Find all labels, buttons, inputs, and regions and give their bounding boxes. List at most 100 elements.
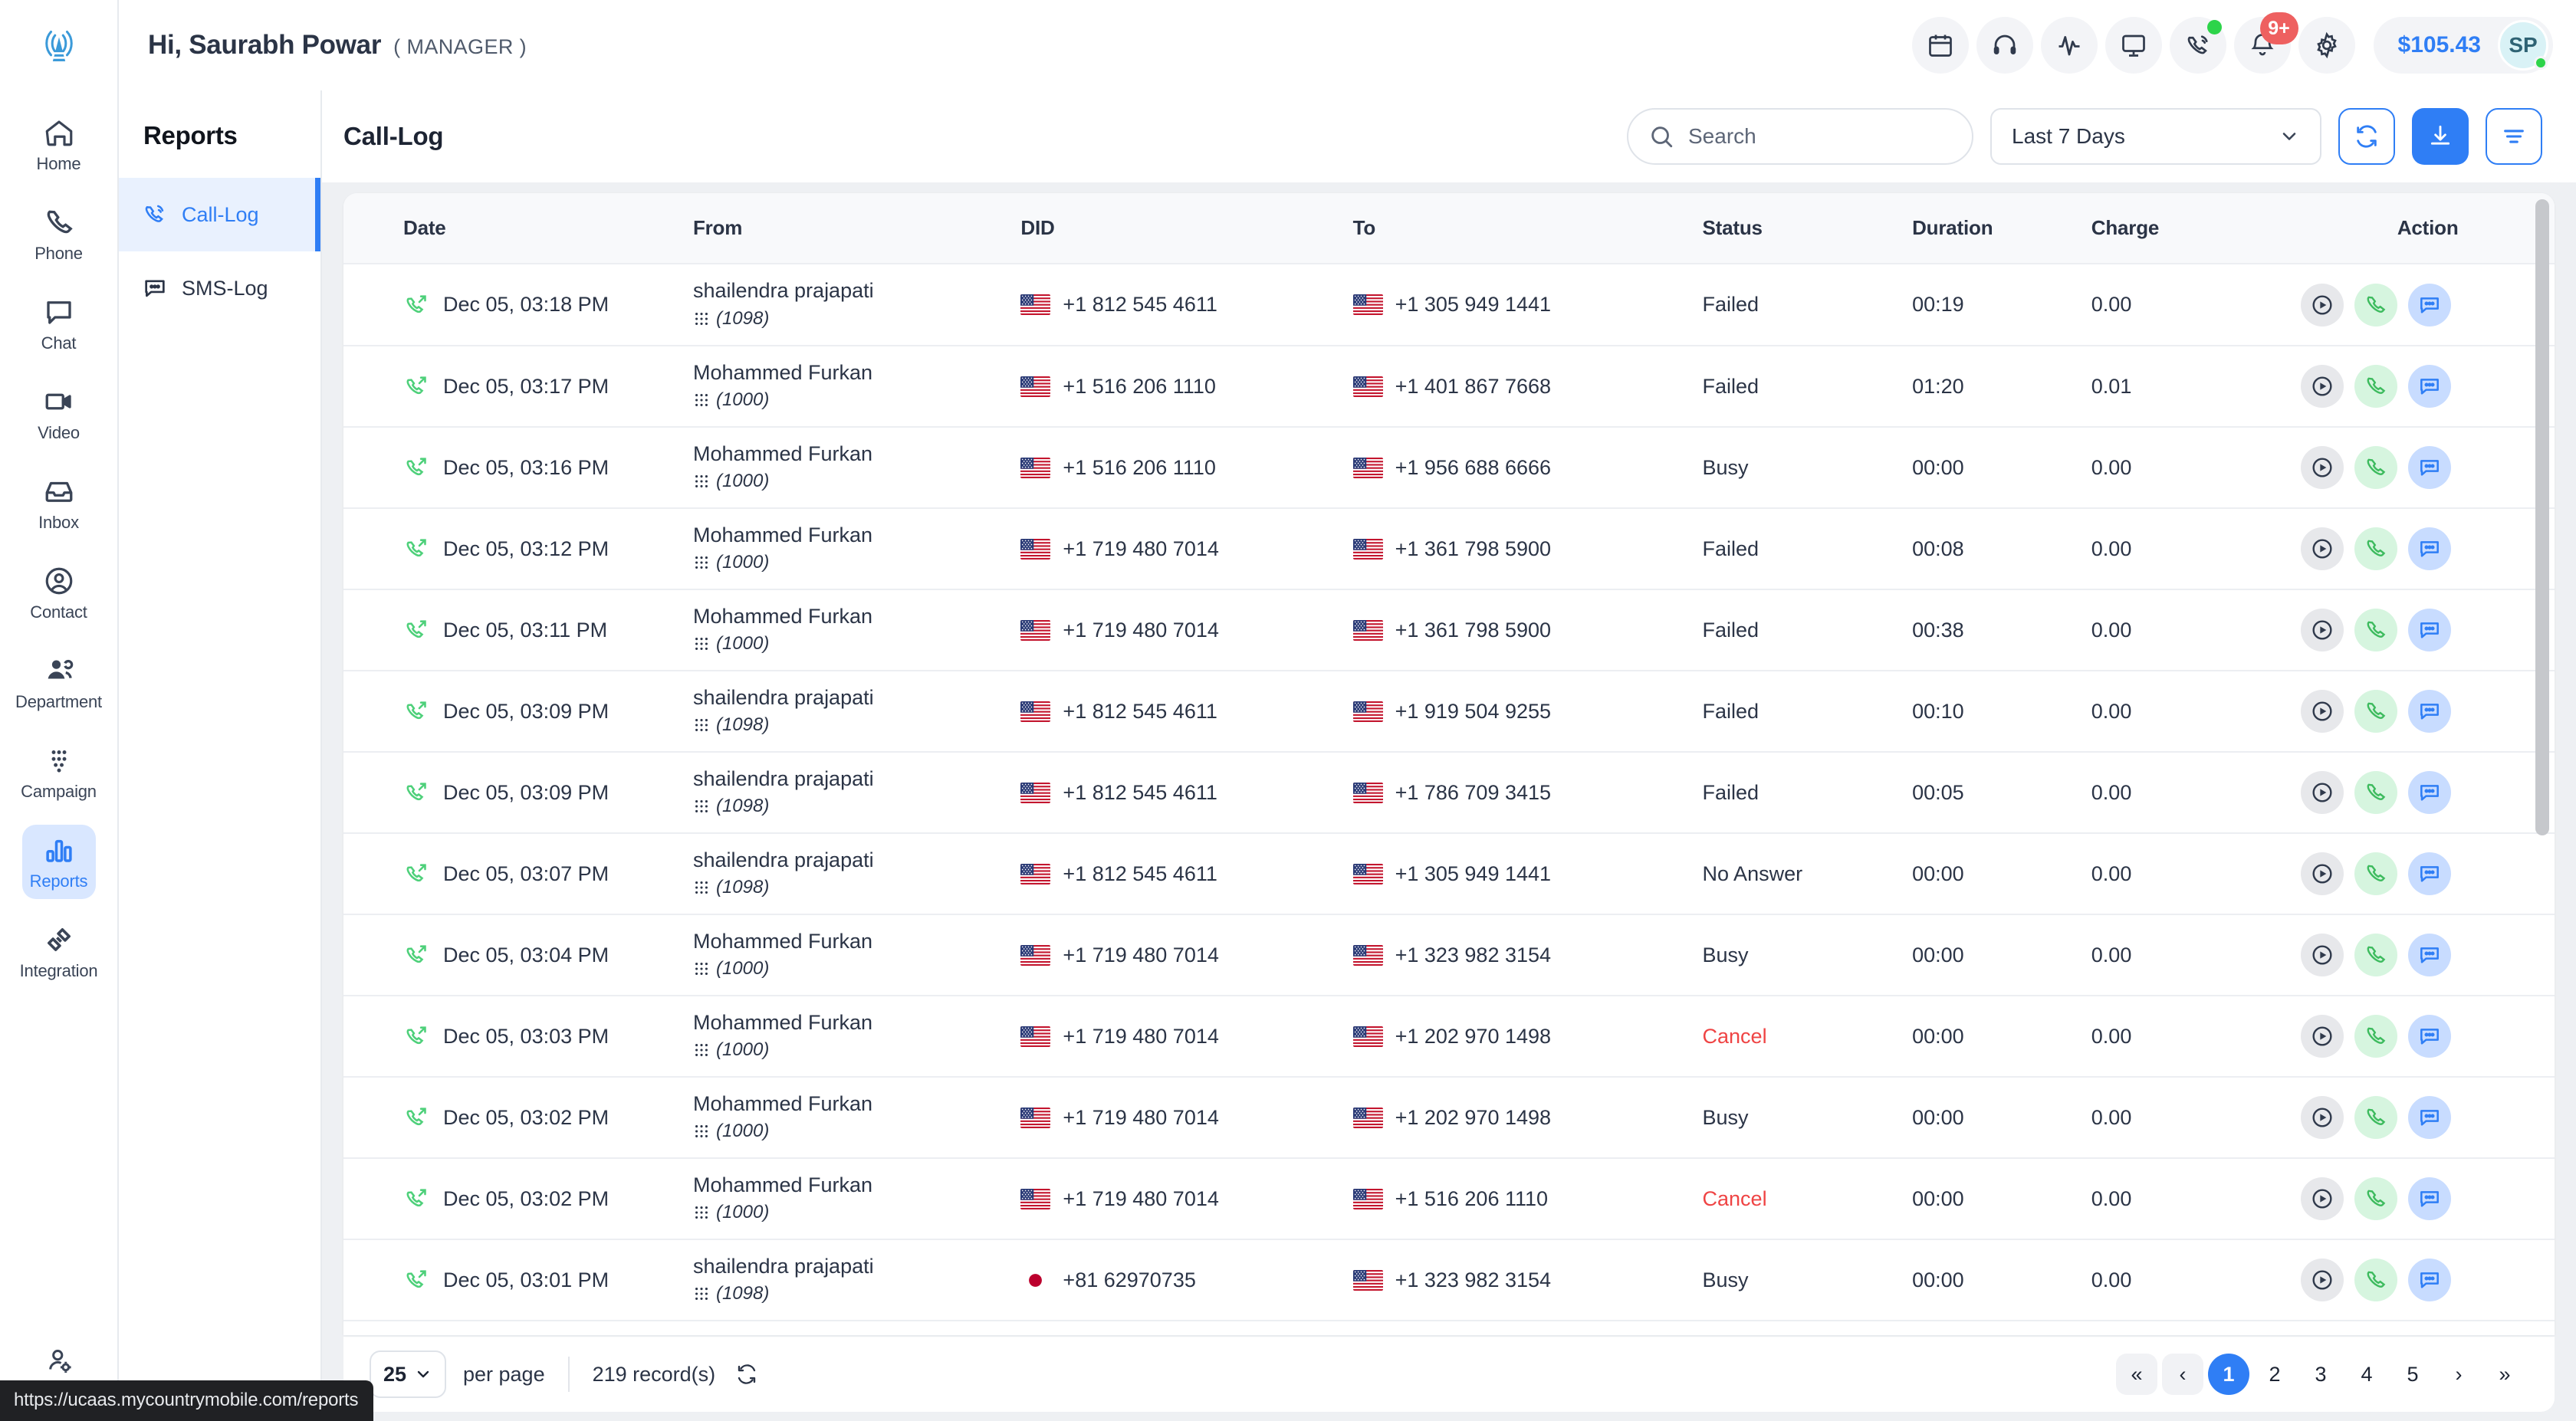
play-recording-button[interactable] bbox=[2301, 1259, 2344, 1301]
refresh-button[interactable] bbox=[2338, 108, 2395, 165]
play-recording-button[interactable] bbox=[2301, 934, 2344, 976]
send-message-button[interactable] bbox=[2408, 934, 2452, 976]
sidebar-item-chat[interactable]: Chat bbox=[22, 287, 96, 361]
wallet-block[interactable]: $105.43 SP bbox=[2373, 17, 2553, 74]
table-row[interactable]: Dec 05, 03:11 PM Mohammed Furkan (1000) +1 … bbox=[343, 589, 2555, 671]
send-message-button[interactable] bbox=[2408, 446, 2452, 489]
table-row[interactable]: Dec 05, 03:09 PM shailendra prajapati (109… bbox=[343, 752, 2555, 834]
from-extension-value: (1000) bbox=[715, 389, 770, 411]
play-recording-button[interactable] bbox=[2301, 690, 2344, 733]
play-recording-button[interactable] bbox=[2301, 1096, 2344, 1139]
send-message-button[interactable] bbox=[2408, 1259, 2452, 1301]
pagination-next[interactable]: › bbox=[2455, 1362, 2463, 1386]
call-back-button[interactable] bbox=[2354, 934, 2398, 976]
sidebar-item-home[interactable]: Home bbox=[22, 107, 96, 182]
sidebar-item-campaign[interactable]: Campaign bbox=[21, 735, 97, 809]
send-message-button[interactable] bbox=[2408, 283, 2452, 327]
sidebar-item-phone[interactable]: Phone bbox=[22, 197, 96, 271]
pagination-page-4[interactable]: 4 bbox=[2361, 1362, 2373, 1386]
send-message-button[interactable] bbox=[2408, 1015, 2452, 1058]
send-message-button[interactable] bbox=[2408, 609, 2452, 651]
table-row[interactable]: Dec 05, 03:07 PM shailendra prajapati (109… bbox=[343, 833, 2555, 915]
pagination-page-3[interactable]: 3 bbox=[2315, 1362, 2327, 1386]
download-button[interactable] bbox=[2412, 108, 2469, 165]
filter-button[interactable] bbox=[2486, 108, 2542, 165]
table-row[interactable]: Dec 05, 03:03 PM Mohammed Furkan (1000) +1 … bbox=[343, 996, 2555, 1078]
notifications-icon-button[interactable]: 9+ bbox=[2233, 12, 2298, 74]
sidebar-item-reports[interactable]: Reports bbox=[21, 825, 96, 899]
send-message-button[interactable] bbox=[2408, 1096, 2452, 1139]
table-vertical-scrollbar[interactable] bbox=[2535, 199, 2549, 835]
reports-item-sms-log[interactable]: SMS-Log bbox=[119, 251, 320, 325]
send-message-button[interactable] bbox=[2408, 1177, 2452, 1220]
call-back-button[interactable] bbox=[2354, 527, 2398, 570]
pagination-last[interactable]: » bbox=[2499, 1362, 2511, 1386]
headset-icon-button[interactable] bbox=[1976, 17, 2033, 74]
send-message-button[interactable] bbox=[2408, 527, 2452, 570]
search-input[interactable] bbox=[1688, 124, 1952, 149]
search-box[interactable] bbox=[1627, 108, 1973, 165]
sidebar-item-inbox[interactable]: Inbox bbox=[22, 466, 96, 540]
play-recording-button[interactable] bbox=[2301, 283, 2344, 327]
table-row[interactable]: Dec 05, 03:18 PM shailendra prajapati (109… bbox=[343, 264, 2555, 346]
cell-action bbox=[2301, 996, 2555, 1078]
play-recording-button[interactable] bbox=[2301, 771, 2344, 814]
reports-item-call-log[interactable]: Call-Log bbox=[119, 178, 320, 251]
play-recording-button[interactable] bbox=[2301, 446, 2344, 489]
table-row[interactable]: Dec 05, 03:12 PM Mohammed Furkan (1000) +1 … bbox=[343, 508, 2555, 590]
table-row[interactable]: Dec 05, 03:01 PM shailendra prajapati (109… bbox=[343, 1239, 2555, 1321]
play-recording-button[interactable] bbox=[2301, 1015, 2344, 1058]
sidebar-item-integration[interactable]: Integration bbox=[20, 914, 98, 989]
call-back-button[interactable] bbox=[2354, 1177, 2398, 1220]
cell-from: shailendra prajapati (1098) bbox=[692, 671, 1021, 753]
pagination-page-2[interactable]: 2 bbox=[2269, 1362, 2281, 1386]
pagination-page-5[interactable]: 5 bbox=[2407, 1362, 2419, 1386]
monitor-icon-button[interactable] bbox=[2104, 17, 2162, 74]
call-back-button[interactable] bbox=[2354, 446, 2398, 489]
status-badge: Failed bbox=[1702, 618, 1760, 642]
send-message-button[interactable] bbox=[2408, 690, 2452, 733]
table-row[interactable]: Dec 05, 03:02 PM Mohammed Furkan (1000) +1 … bbox=[343, 1077, 2555, 1159]
call-back-button[interactable] bbox=[2354, 1096, 2398, 1139]
sidebar-item-video[interactable]: Video bbox=[22, 376, 96, 451]
call-back-button[interactable] bbox=[2354, 852, 2398, 895]
avatar[interactable]: SP bbox=[2498, 20, 2548, 71]
pagination-first[interactable]: « bbox=[2116, 1354, 2157, 1395]
call-back-button[interactable] bbox=[2354, 609, 2398, 651]
calendar-icon-button[interactable] bbox=[1911, 17, 1969, 74]
send-message-button[interactable] bbox=[2408, 852, 2452, 895]
send-message-button[interactable] bbox=[2408, 771, 2452, 814]
call-back-button[interactable] bbox=[2354, 283, 2398, 327]
table-row[interactable]: Dec 05, 03:17 PM Mohammed Furkan (1000) +1 … bbox=[343, 346, 2555, 428]
call-back-button[interactable] bbox=[2354, 365, 2398, 408]
play-recording-button[interactable] bbox=[2301, 527, 2344, 570]
pagination-page-1[interactable]: 1 bbox=[2208, 1354, 2249, 1395]
call-back-button[interactable] bbox=[2354, 771, 2398, 814]
sidebar-item-department[interactable]: Department bbox=[15, 645, 102, 720]
play-recording-button[interactable] bbox=[2301, 365, 2344, 408]
date-range-select[interactable]: Last 7 Days bbox=[1990, 108, 2321, 165]
table-row[interactable]: Dec 05, 03:16 PM Mohammed Furkan (1000) +1 … bbox=[343, 427, 2555, 509]
send-message-button[interactable] bbox=[2408, 365, 2452, 408]
cell-duration: 00:00 bbox=[1912, 914, 2091, 996]
settings-icon-button[interactable] bbox=[2298, 17, 2355, 74]
call-back-button[interactable] bbox=[2354, 1259, 2398, 1301]
per-page-select[interactable]: 25 bbox=[370, 1350, 446, 1398]
app-logo[interactable] bbox=[0, 0, 119, 90]
from-name: Mohammed Furkan bbox=[692, 1091, 873, 1115]
phone-ring-icon bbox=[2187, 35, 2208, 54]
table-row[interactable]: Dec 05, 03:02 PM Mohammed Furkan (1000) +1 … bbox=[343, 1158, 2555, 1240]
table-row[interactable]: Dec 05, 03:04 PM Mohammed Furkan (1000) +1 … bbox=[343, 914, 2555, 996]
footer-refresh-button[interactable] bbox=[735, 1363, 758, 1386]
phone-ring-icon-button[interactable] bbox=[2169, 17, 2226, 74]
sidebar-item-contact[interactable]: Contact bbox=[22, 556, 96, 630]
activity-icon-button[interactable] bbox=[2040, 17, 2098, 74]
play-recording-button[interactable] bbox=[2301, 852, 2344, 895]
did-number: +81 62970735 bbox=[1063, 1268, 1196, 1291]
call-back-button[interactable] bbox=[2354, 1015, 2398, 1058]
play-recording-button[interactable] bbox=[2301, 609, 2344, 651]
call-back-button[interactable] bbox=[2354, 690, 2398, 733]
pagination-prev[interactable]: ‹ bbox=[2162, 1354, 2203, 1395]
table-row[interactable]: Dec 05, 03:09 PM shailendra prajapati (109… bbox=[343, 671, 2555, 753]
play-recording-button[interactable] bbox=[2301, 1177, 2344, 1220]
